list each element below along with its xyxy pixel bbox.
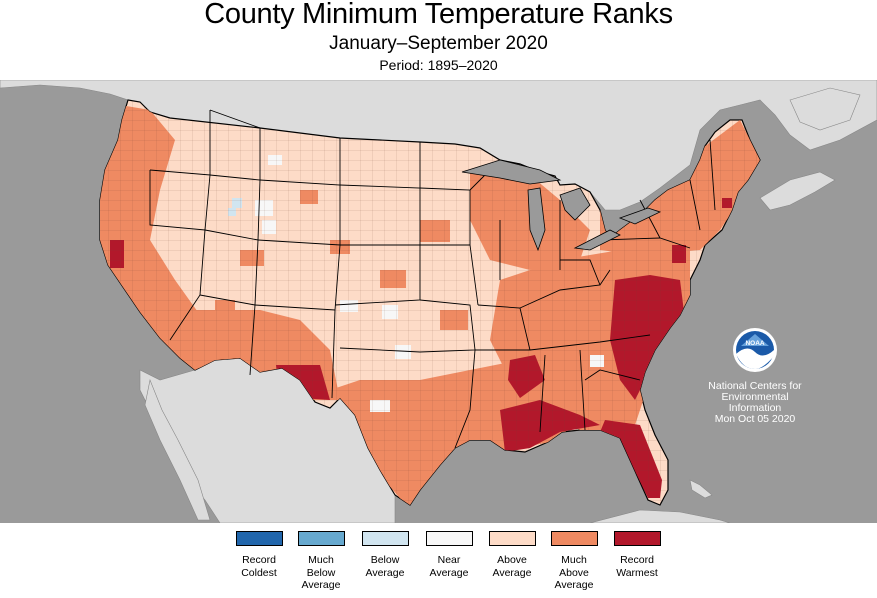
legend-label: Below Average <box>365 554 405 579</box>
legend-item-record-coldest: Record Coldest <box>219 531 299 579</box>
map-frame: NOAA <box>0 80 877 523</box>
legend-item-record-warmest: Record Warmest <box>597 531 677 579</box>
legend-swatch <box>488 531 536 546</box>
legend: Record Coldest Much Below Average Below … <box>0 523 877 598</box>
legend-label: Much Below Average <box>301 554 341 591</box>
credit-line-2: Environmental <box>721 391 789 403</box>
legend-swatch <box>361 531 409 546</box>
us-county-map: NOAA <box>0 80 877 523</box>
legend-item-above-average: Above Average <box>472 531 552 579</box>
credit-date: Mon Oct 05 2020 <box>714 413 796 425</box>
legend-swatch <box>297 531 345 546</box>
legend-label: Record Coldest <box>241 554 277 579</box>
legend-label: Record Warmest <box>616 554 658 579</box>
svg-text:NOAA: NOAA <box>745 340 764 347</box>
legend-swatch <box>235 531 283 546</box>
legend-label: Near Average <box>429 554 469 579</box>
map-title: County Minimum Temperature Ranks <box>204 0 673 30</box>
legend-swatch <box>550 531 598 546</box>
period-label: Period: 1895–2020 <box>379 57 498 73</box>
legend-label: Much Above Average <box>554 554 594 591</box>
baja-land <box>144 378 211 521</box>
legend-item-much-below-average: Much Below Average <box>281 531 361 592</box>
bahamas-land <box>689 479 713 499</box>
noaa-logo: NOAA <box>733 328 777 372</box>
legend-swatch <box>613 531 661 546</box>
legend-item-much-above-average: Much Above Average <box>534 531 614 592</box>
state-borders <box>149 109 716 449</box>
map-subtitle: January–September 2020 <box>329 33 548 54</box>
legend-label: Above Average <box>492 554 532 579</box>
credit-line-1: National Centers for <box>708 380 802 392</box>
maritime-land <box>759 171 836 211</box>
newfoundland-land <box>789 87 861 131</box>
great-lakes <box>461 159 662 252</box>
credit-line-3: Information <box>728 402 782 414</box>
legend-swatch <box>425 531 473 546</box>
legend-item-below-average: Below Average <box>345 531 425 579</box>
cuba-land <box>589 509 731 523</box>
legend-item-near-average: Near Average <box>409 531 489 579</box>
credit-text: National Centers for Environmental Infor… <box>700 381 810 425</box>
